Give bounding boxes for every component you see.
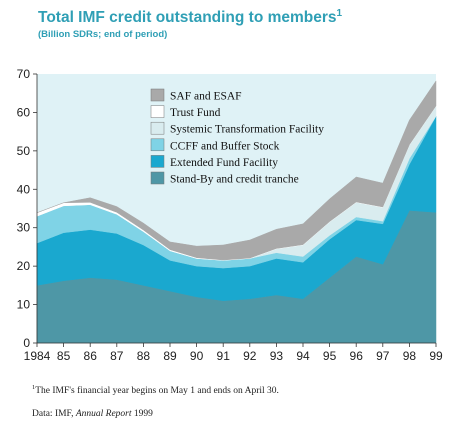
x-tick-label: 95 bbox=[323, 349, 337, 363]
source-title: Annual Report bbox=[75, 409, 132, 419]
y-tick-label: 40 bbox=[17, 182, 31, 196]
source-year: 1999 bbox=[131, 409, 153, 419]
y-tick-label: 70 bbox=[17, 67, 31, 81]
chart-title-text: Total IMF credit outstanding to members bbox=[38, 9, 337, 26]
chart-title: Total IMF credit outstanding to members1 bbox=[38, 8, 342, 27]
legend-swatch-eff bbox=[150, 155, 165, 168]
y-tick-label: 20 bbox=[17, 259, 31, 273]
x-tick-label: 90 bbox=[190, 349, 204, 363]
data-source: Data: IMF, Annual Report 1999 bbox=[32, 409, 153, 419]
footnote-text: The IMF's financial year begins on May 1… bbox=[35, 386, 279, 397]
legend-swatch-saf_esaf bbox=[150, 88, 165, 102]
legend-label-eff: Extended Fund Facility bbox=[170, 157, 278, 169]
x-tick-label: 89 bbox=[163, 349, 177, 363]
chart-area: 0 10 20 30 40 50 60 70 1984 85 86 87 88 89 90 91 92 93 94 9… bbox=[17, 67, 443, 363]
x-tick-label: 94 bbox=[296, 349, 310, 363]
chart-subtitle: (Billion SDRs; end of period) bbox=[38, 29, 168, 40]
title-footnote-marker: 1 bbox=[336, 8, 343, 19]
legend-swatch-trust_fund bbox=[150, 105, 165, 118]
x-tick-label: 93 bbox=[270, 349, 284, 363]
y-tick-label: 10 bbox=[17, 298, 31, 312]
x-tick-label: 91 bbox=[217, 349, 231, 363]
footnote-marker: 1 bbox=[32, 384, 36, 391]
y-tick-label: 30 bbox=[17, 221, 31, 235]
x-tick-label: 87 bbox=[110, 349, 124, 363]
legend-label-stand_by: Stand-By and credit tranche bbox=[170, 174, 299, 186]
footnote: 1The IMF's financial year begins on May … bbox=[32, 384, 279, 396]
legend-swatch-stand_by bbox=[150, 171, 165, 185]
x-tick-label: 1984 bbox=[24, 349, 51, 363]
x-tick-label: 99 bbox=[429, 349, 443, 363]
legend-swatch-stf bbox=[150, 121, 165, 135]
source-prefix: Data: IMF, bbox=[32, 409, 76, 419]
y-tick-label: 50 bbox=[17, 144, 31, 158]
axes: 0 10 20 30 40 50 60 70 1984 85 86 87 88 89 90 91 92 93 94 9… bbox=[17, 67, 443, 363]
x-tick-label: 85 bbox=[57, 349, 71, 363]
area-layers bbox=[36, 80, 437, 344]
legend-swatch-ccff bbox=[150, 138, 165, 152]
x-tick-label: 98 bbox=[403, 349, 417, 363]
legend-label-stf: Systemic Transformation Facility bbox=[170, 124, 324, 136]
x-tick-label: 96 bbox=[350, 349, 364, 363]
legend-label-ccff: CCFF and Buffer Stock bbox=[170, 140, 280, 152]
legend-label-saf_esaf: SAF and ESAF bbox=[170, 91, 242, 103]
y-tick-label: 0 bbox=[23, 336, 30, 350]
y-tick-label: 60 bbox=[17, 105, 31, 119]
x-tick-label: 92 bbox=[243, 349, 257, 363]
x-tick-label: 88 bbox=[137, 349, 151, 363]
legend-label-trust_fund: Trust Fund bbox=[170, 107, 221, 119]
legend: SAF and ESAF Trust Fund Systemic Transform… bbox=[150, 88, 324, 186]
x-tick-label: 97 bbox=[376, 349, 390, 363]
x-tick-label: 86 bbox=[84, 349, 98, 363]
area-saf_esaf bbox=[36, 80, 437, 261]
